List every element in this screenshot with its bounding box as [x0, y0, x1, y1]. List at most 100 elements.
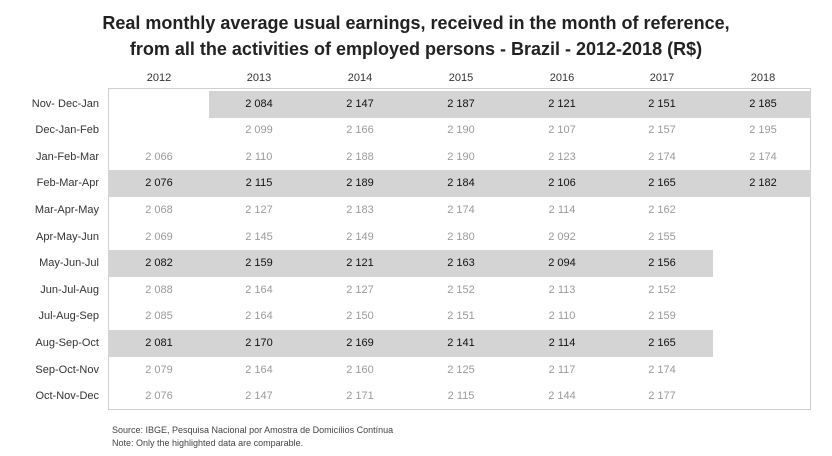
- table-cell: 2 177: [648, 390, 676, 403]
- footnote-source: Source: IBGE, Pesquisa Nacional por Amos…: [112, 425, 394, 435]
- table-cell: 2 099: [245, 124, 273, 137]
- highlight-band: [208, 90, 811, 118]
- table-cell: 2 076: [145, 390, 173, 403]
- table-cell: 2 185: [749, 97, 777, 110]
- row-label: Dec-Jan-Feb: [35, 124, 99, 137]
- row-label: Mar-Apr-May: [34, 203, 99, 216]
- footnote-note: Note: Only the highlighted data are comp…: [112, 438, 304, 448]
- table-cell: 2 183: [346, 203, 374, 216]
- highlight-band: [108, 329, 713, 357]
- table-cell: 2 117: [548, 363, 576, 376]
- row-label: Nov- Dec-Jan: [31, 97, 99, 110]
- column-header-2014: 2014: [347, 72, 373, 84]
- column-header-2017: 2017: [649, 72, 675, 84]
- table-cell: 2 147: [346, 97, 374, 110]
- table-cell: 2 152: [447, 283, 475, 296]
- column-header-2018: 2018: [750, 72, 776, 84]
- column-header-2013: 2013: [246, 72, 272, 84]
- table-cell: 2 066: [145, 150, 173, 163]
- table-cell: 2 127: [245, 203, 273, 216]
- table-cell: 2 174: [648, 363, 676, 376]
- row-label: May-Jun-Jul: [39, 257, 99, 270]
- table-cell: 2 121: [346, 257, 374, 270]
- table-cell: 2 150: [346, 310, 374, 323]
- table-cell: 2 125: [447, 363, 475, 376]
- table-cell: 2 155: [648, 230, 676, 243]
- table-cell: 2 180: [447, 230, 475, 243]
- table-cell: 2 113: [548, 283, 576, 296]
- table-border: [108, 88, 811, 410]
- table-cell: 2 171: [346, 390, 374, 403]
- title-line-1: Real monthly average usual earnings, rec…: [102, 13, 730, 33]
- table-cell: 2 068: [145, 203, 173, 216]
- row-label: Feb-Mar-Apr: [36, 177, 99, 190]
- title-line-2: from all the activities of employed pers…: [129, 39, 703, 59]
- table-cell: 2 159: [648, 310, 676, 323]
- column-header-2012: 2012: [146, 72, 172, 84]
- table-cell: 2 115: [245, 177, 273, 190]
- table-cell: 2 162: [648, 203, 676, 216]
- row-label: Jun-Jul-Aug: [40, 283, 99, 296]
- table-cell: 2 081: [145, 336, 173, 349]
- table-cell: 2 121: [548, 97, 576, 110]
- table-cell: 2 159: [245, 257, 273, 270]
- chart-title: Real monthly average usual earnings, rec…: [0, 10, 832, 62]
- table-cell: 2 127: [346, 283, 374, 296]
- table-cell: 2 174: [447, 203, 475, 216]
- table-cell: 2 165: [648, 177, 676, 190]
- table-cell: 2 174: [749, 150, 777, 163]
- table-cell: 2 165: [648, 336, 676, 349]
- table-cell: 2 182: [749, 177, 777, 190]
- table-cell: 2 188: [346, 150, 374, 163]
- table-cell: 2 156: [648, 257, 676, 270]
- highlight-band: [108, 170, 811, 198]
- table-cell: 2 147: [245, 390, 273, 403]
- table-cell: 2 115: [447, 390, 475, 403]
- table-cell: 2 094: [548, 257, 576, 270]
- table-cell: 2 187: [447, 97, 475, 110]
- table-cell: 2 114: [548, 336, 576, 349]
- table-cell: 2 152: [648, 283, 676, 296]
- table-cell: 2 141: [447, 336, 475, 349]
- row-label: Sep-Oct-Nov: [35, 363, 99, 376]
- table-cell: 2 151: [447, 310, 475, 323]
- table-cell: 2 085: [145, 310, 173, 323]
- table-cell: 2 107: [548, 124, 576, 137]
- row-label: Jul-Aug-Sep: [38, 310, 99, 323]
- table-cell: 2 069: [145, 230, 173, 243]
- table-cell: 2 164: [245, 310, 273, 323]
- table-cell: 2 149: [346, 230, 374, 243]
- table-cell: 2 166: [346, 124, 374, 137]
- highlight-band: [108, 250, 713, 278]
- table-cell: 2 157: [648, 124, 676, 137]
- table-cell: 2 189: [346, 177, 374, 190]
- row-label: Oct-Nov-Dec: [35, 390, 99, 403]
- table-cell: 2 169: [346, 336, 374, 349]
- table-cell: 2 092: [548, 230, 576, 243]
- table-cell: 2 170: [245, 336, 273, 349]
- table-cell: 2 123: [548, 150, 576, 163]
- table-cell: 2 151: [648, 97, 676, 110]
- table-cell: 2 082: [145, 257, 173, 270]
- row-label: Jan-Feb-Mar: [36, 150, 99, 163]
- table-cell: 2 084: [245, 97, 273, 110]
- table-cell: 2 079: [145, 363, 173, 376]
- table-cell: 2 164: [245, 283, 273, 296]
- table-top-line: [108, 88, 811, 89]
- table-cell: 2 110: [245, 150, 273, 163]
- table-cell: 2 190: [447, 150, 475, 163]
- table-cell: 2 184: [447, 177, 475, 190]
- row-label: Apr-May-Jun: [36, 230, 99, 243]
- table-cell: 2 190: [447, 124, 475, 137]
- table-cell: 2 163: [447, 257, 475, 270]
- column-header-2015: 2015: [448, 72, 474, 84]
- table-cell: 2 195: [749, 124, 777, 137]
- table-cell: 2 114: [548, 203, 576, 216]
- table-cell: 2 164: [245, 363, 273, 376]
- table-cell: 2 110: [548, 310, 576, 323]
- table-cell: 2 174: [648, 150, 676, 163]
- table-cell: 2 076: [145, 177, 173, 190]
- table-cell: 2 144: [548, 390, 576, 403]
- table-cell: 2 160: [346, 363, 374, 376]
- table-cell: 2 106: [548, 177, 576, 190]
